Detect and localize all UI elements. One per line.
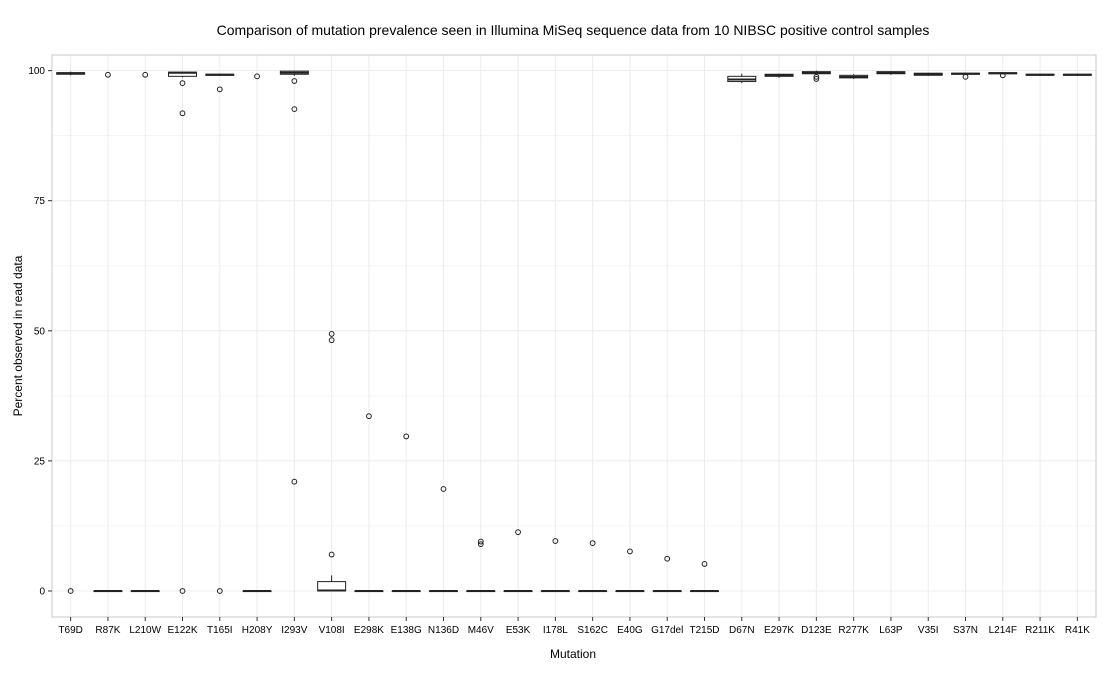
y-tick-label: 25: [34, 456, 46, 467]
x-tick-label: E138G: [391, 625, 422, 636]
outlier-point: [179, 80, 186, 86]
outlier-point: [589, 540, 596, 547]
x-tick-label: L214F: [989, 625, 1017, 636]
x-tick-label: M46V: [468, 625, 494, 636]
x-tick-label: L210W: [129, 625, 161, 636]
x-tick-label: I293V: [281, 625, 307, 636]
x-tick-label: L63P: [879, 625, 903, 636]
x-tick-label: E122K: [167, 625, 197, 636]
outlier-point: [328, 331, 335, 337]
x-tick-label: R87K: [95, 625, 120, 636]
outlier-point: [105, 71, 111, 78]
y-tick-label: 100: [28, 66, 45, 77]
outlier-point: [328, 337, 335, 344]
x-tick-label: H208Y: [242, 625, 273, 636]
chart-title: Comparison of mutation prevalence seen i…: [217, 22, 930, 38]
x-axis-title: Mutation: [550, 647, 596, 661]
outlier-point: [291, 78, 298, 84]
y-tick-label: 50: [34, 326, 46, 337]
x-tick-label: E298K: [354, 625, 384, 636]
x-tick-label: E40G: [617, 625, 643, 636]
outlier-point: [142, 71, 149, 78]
outlier-point: [179, 110, 186, 117]
outlier-point: [664, 555, 671, 562]
outlier-point: [477, 541, 484, 548]
y-axis-title: Percent observed in read data: [11, 255, 25, 416]
x-tick-label: T69D: [58, 625, 82, 636]
x-tick-label: E297K: [764, 625, 794, 636]
outlier-point: [216, 86, 223, 93]
x-tick-label: S162C: [577, 625, 608, 636]
x-tick-label: R41K: [1065, 625, 1090, 636]
outlier-point: [216, 588, 223, 594]
x-tick-label: I178L: [543, 625, 568, 636]
y-tick-label: 75: [34, 196, 46, 207]
plot-panel: [52, 55, 1096, 617]
y-tick-label: 0: [39, 586, 45, 597]
outlier-point: [179, 588, 186, 594]
plot-border: [51, 54, 1097, 618]
x-tick-label: N136D: [428, 625, 459, 636]
outlier-point: [813, 76, 820, 82]
outlier-point: [254, 73, 260, 80]
x-tick-label: R211K: [1025, 625, 1055, 636]
x-tick-label: T165I: [207, 625, 233, 636]
outlier-point: [701, 561, 708, 567]
x-tick-label: D67N: [729, 625, 755, 636]
outlier-point: [291, 106, 298, 113]
x-tick-label: E53K: [506, 625, 531, 636]
x-tick-label: G17del: [651, 625, 683, 636]
x-tick-label: D123E: [801, 625, 832, 636]
outlier-point: [67, 588, 74, 594]
outlier-point: [627, 548, 633, 555]
outlier-point: [813, 73, 820, 80]
x-tick-label: V35I: [918, 625, 939, 636]
outlier-point: [440, 486, 447, 492]
x-tick-label: V108I: [319, 625, 345, 636]
outlier-point: [552, 538, 559, 544]
outlier-point: [328, 551, 335, 558]
plot-area: 0 25 50 75 100 T69D R87K L210W E122K T165I H208Y I2…: [28, 54, 1097, 636]
outlier-point: [477, 538, 484, 545]
outlier-point: [515, 529, 521, 536]
outlier-point: [291, 478, 298, 485]
x-tick-label: S37N: [953, 625, 978, 636]
x-tick-label: R277K: [838, 625, 869, 636]
outlier-point: [366, 413, 372, 420]
x-tick-label: T215D: [689, 625, 719, 636]
outlier-point: [962, 73, 969, 80]
outlier-point: [999, 72, 1006, 79]
outlier-point: [403, 433, 410, 440]
